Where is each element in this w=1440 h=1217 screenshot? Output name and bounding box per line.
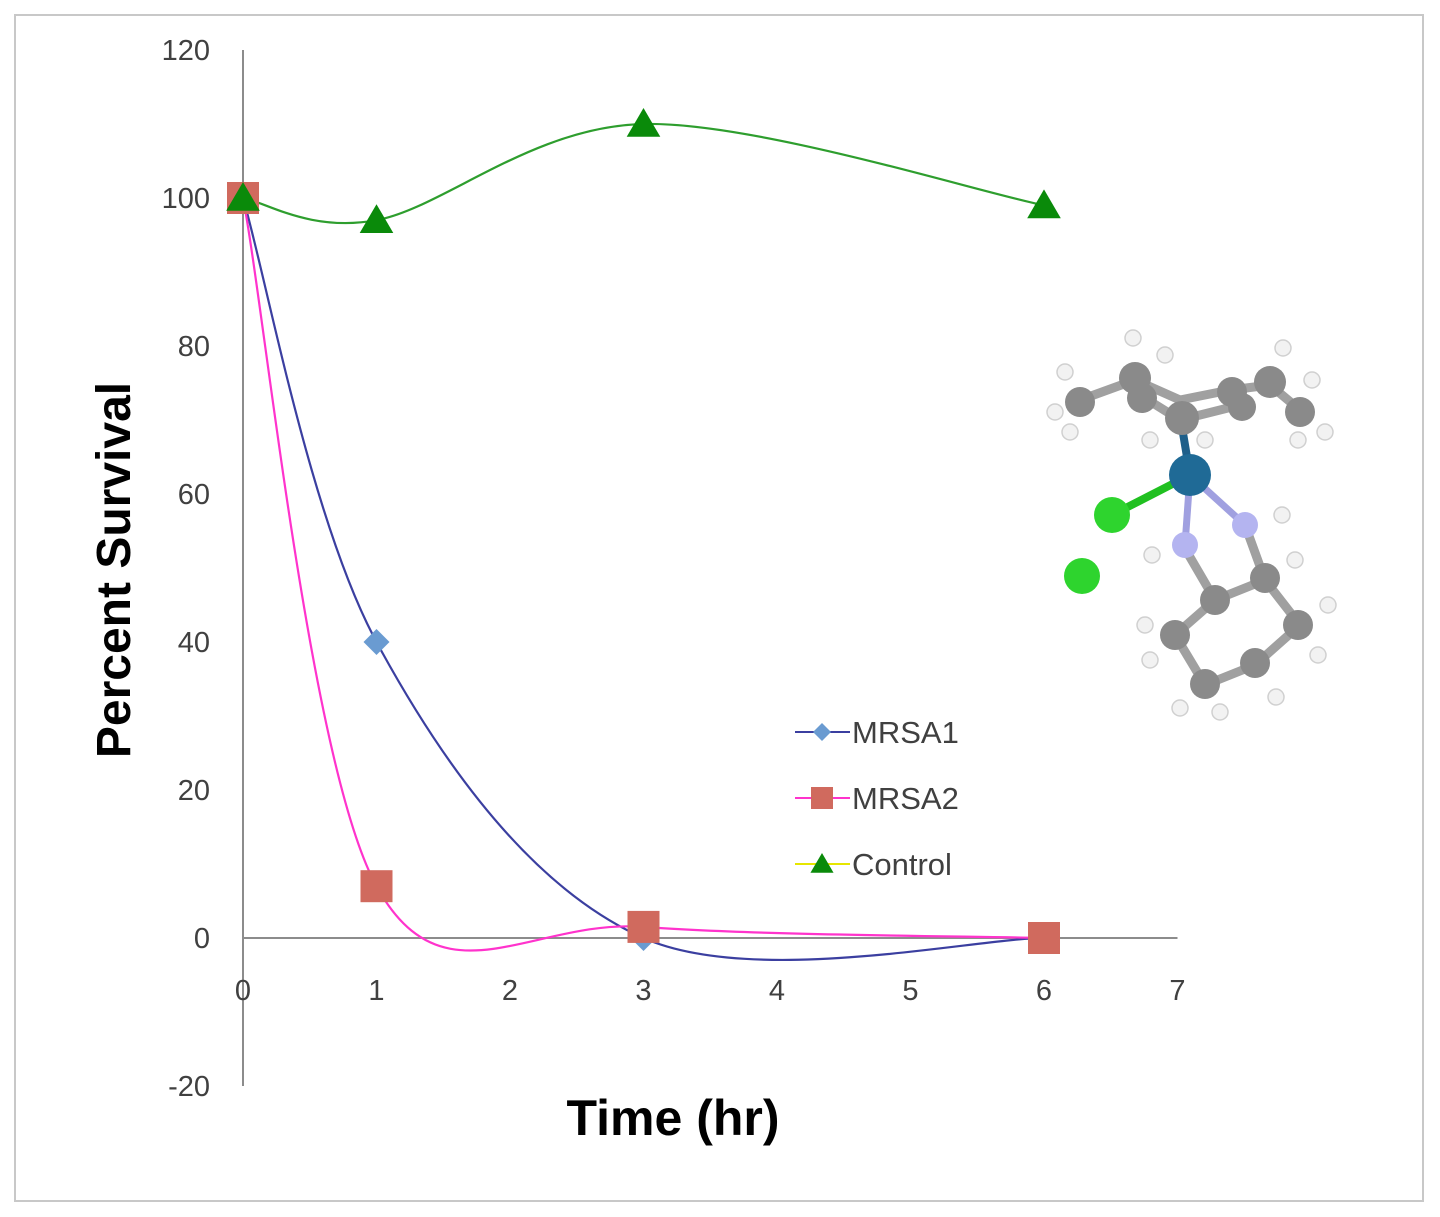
x-tick-label: 1: [368, 975, 384, 1007]
legend-label-control: Control: [852, 847, 952, 882]
x-tick-label: 7: [1169, 975, 1185, 1007]
y-tick-label: 20: [178, 775, 210, 807]
series-line-control: [242, 122, 1045, 225]
legend-label-mrsa2: MRSA2: [852, 781, 959, 816]
molecular-structure-icon: [1046, 329, 1337, 721]
x-tick-label: 2: [502, 975, 518, 1007]
data-point-mrsa2: [360, 870, 393, 903]
data-point-mrsa2: [1028, 922, 1060, 954]
data-point-control: [1027, 189, 1061, 219]
x-axis-title: Time (hr): [567, 1090, 780, 1146]
y-tick-label: 120: [162, 35, 210, 67]
x-tick-label: 0: [235, 975, 251, 1007]
legend: MRSA1 MRSA2 Control: [795, 715, 959, 882]
x-tick-label: 6: [1036, 975, 1052, 1007]
series-markers: [226, 108, 1061, 954]
y-tick-label: 80: [178, 331, 210, 363]
series-lines: [241, 122, 1045, 962]
legend-marker-mrsa2: [811, 787, 833, 809]
y-tick-label: 60: [178, 479, 210, 511]
series-line-mrsa2: [241, 197, 1045, 952]
x-tick-label: 4: [769, 975, 785, 1007]
data-point-control: [626, 108, 661, 137]
legend-marker-mrsa1: [813, 723, 831, 741]
series-line-mrsa1: [241, 197, 1045, 962]
y-axis-title: Percent Survival: [88, 382, 141, 758]
y-tick-label: -20: [168, 1071, 210, 1103]
data-point-control: [359, 204, 394, 233]
legend-marker-control: [810, 853, 834, 873]
y-tick-label: 100: [162, 183, 210, 215]
legend-label-mrsa1: MRSA1: [852, 715, 959, 750]
x-tick-label: 3: [635, 975, 651, 1007]
data-point-mrsa1: [363, 629, 390, 655]
axes: 120 100 80 60 40 20 0 -20 0 1 2 3 4 5 6 7: [162, 35, 1186, 1103]
x-tick-label: 5: [902, 975, 918, 1007]
y-tick-label: 40: [178, 627, 210, 659]
data-point-control: [226, 182, 260, 211]
data-point-mrsa2: [627, 910, 660, 943]
y-tick-label: 0: [194, 923, 210, 955]
